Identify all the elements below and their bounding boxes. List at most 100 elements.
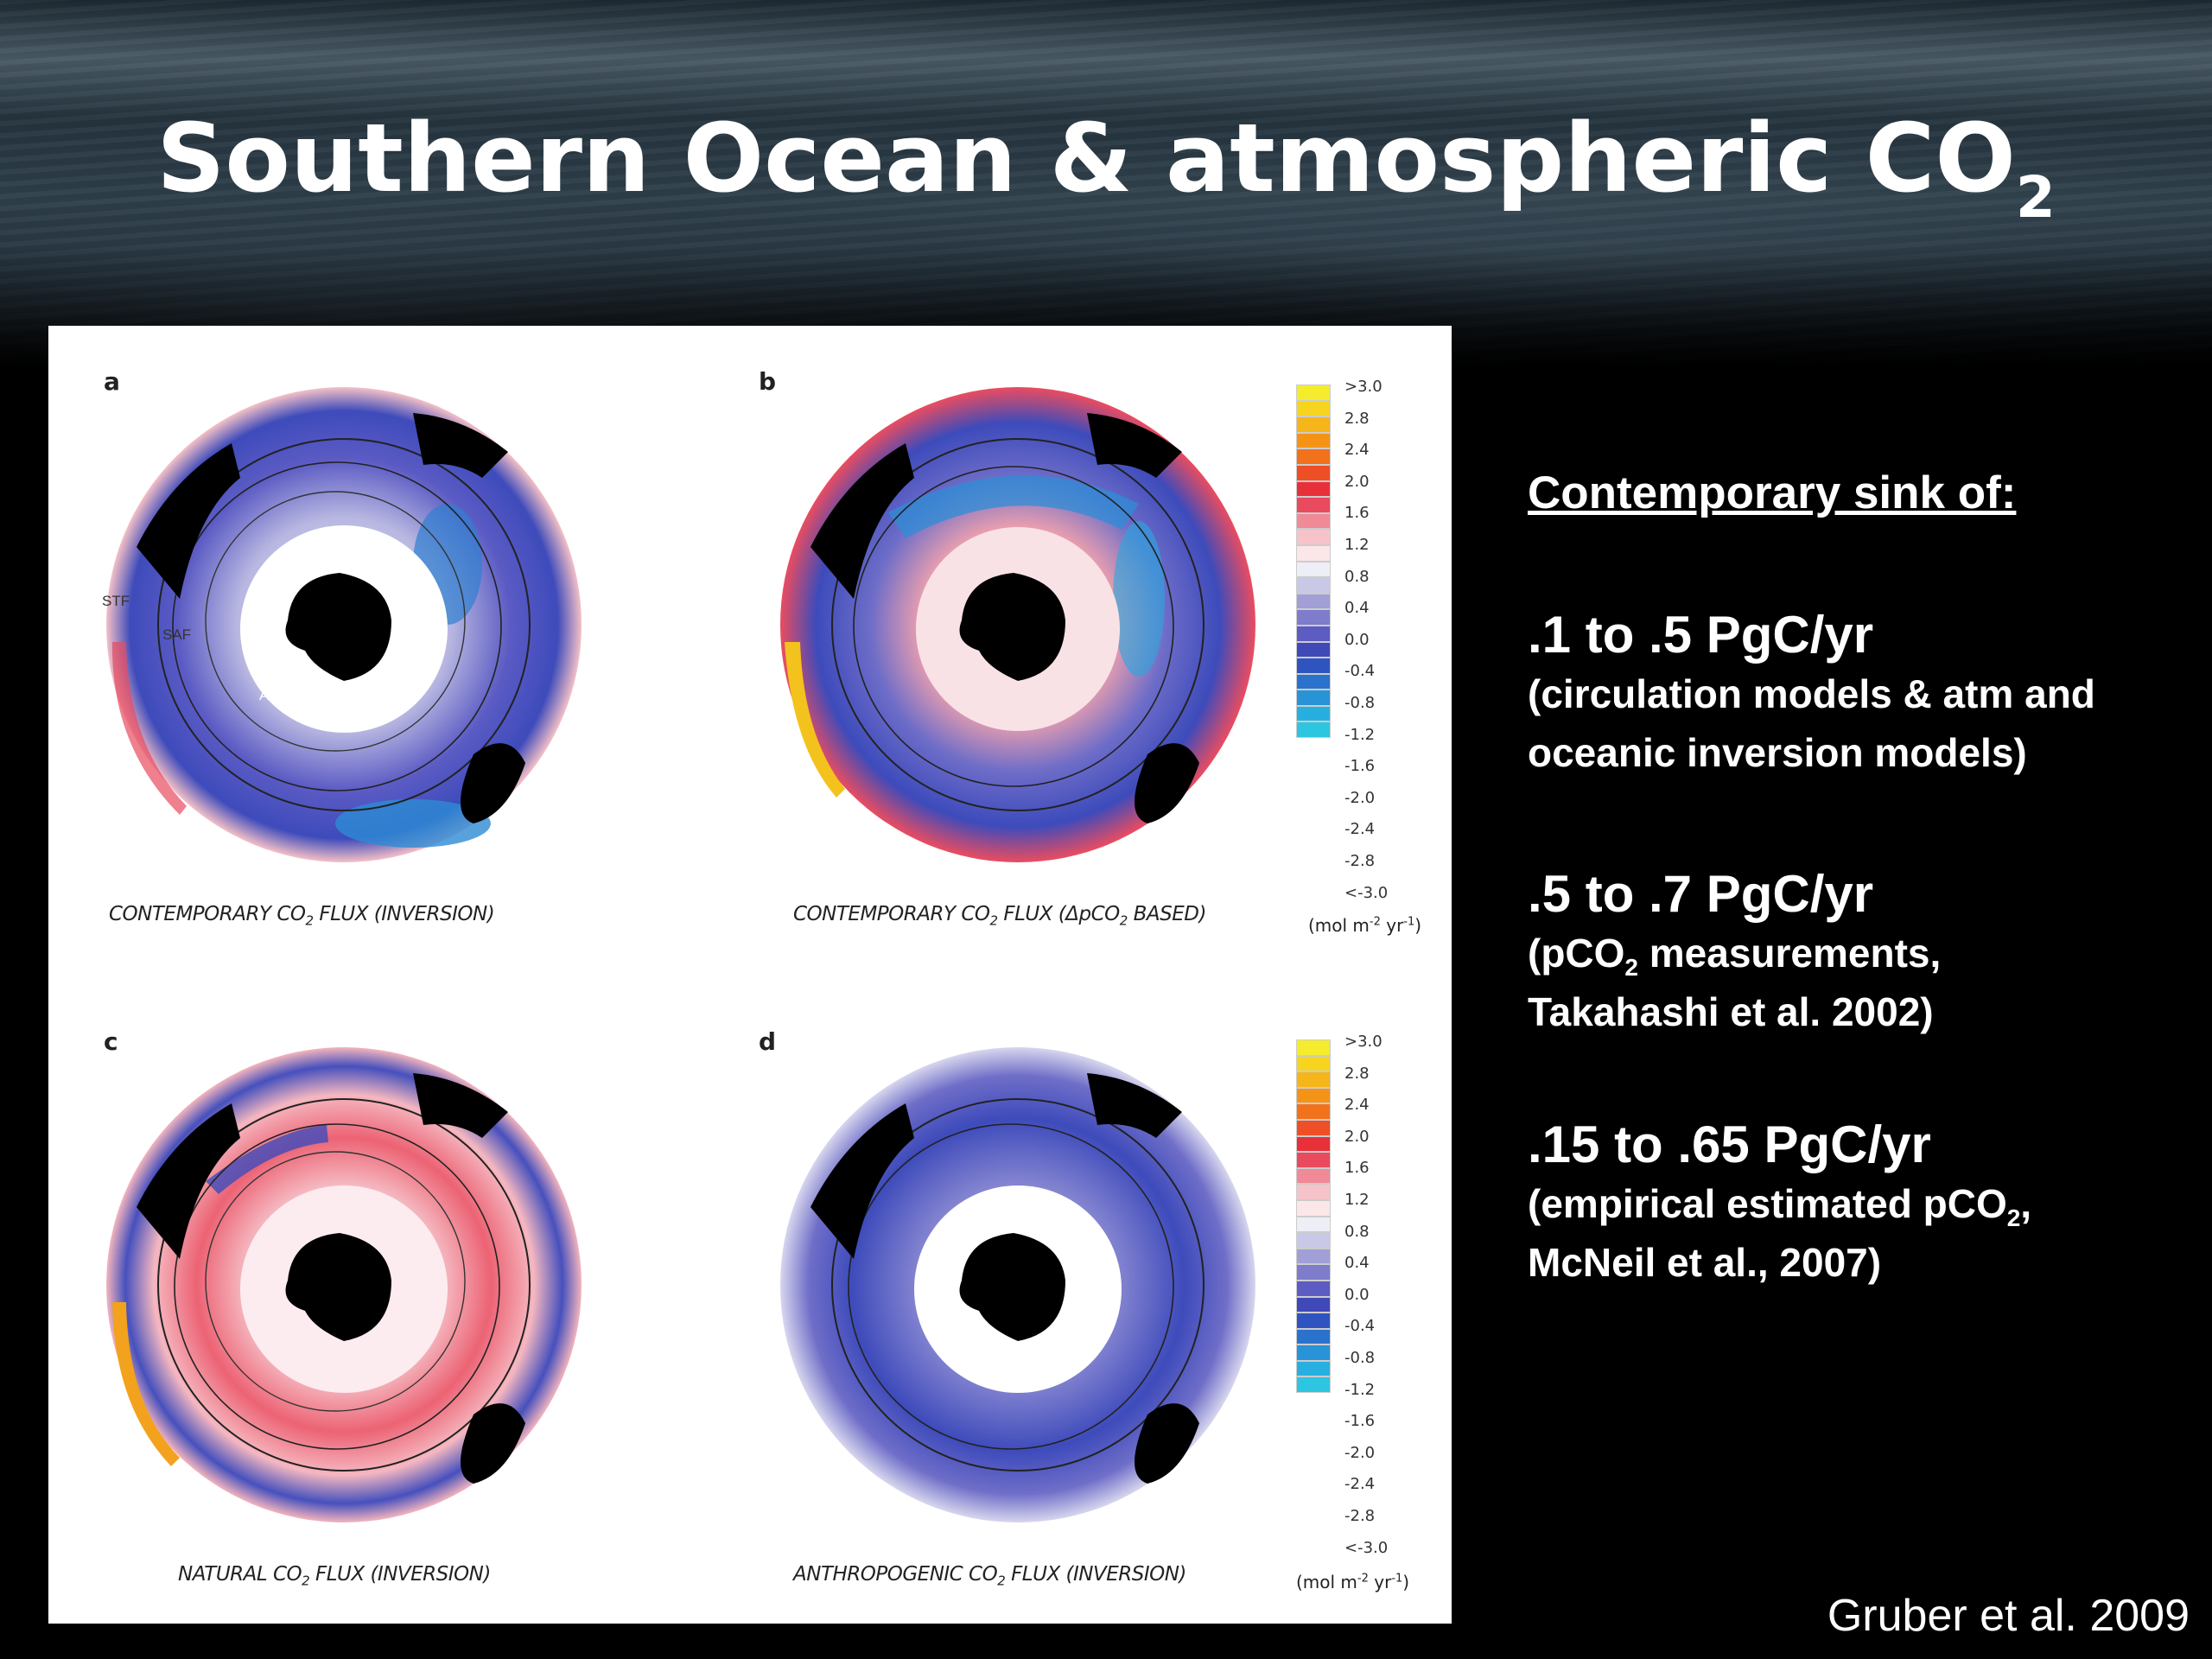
colorbar-tick-label: -0.8: [1344, 694, 1376, 712]
colorbar-tick-label: -2.8: [1344, 1507, 1376, 1525]
colorbar-swatch: [1296, 577, 1331, 594]
colorbar-swatch: [1296, 1167, 1331, 1185]
colorbar-tick-label: <-3.0: [1344, 883, 1389, 902]
sink-value-2: .5 to .7 PgC/yr: [1528, 865, 1874, 923]
colorbar-swatch: [1296, 561, 1331, 578]
colorbar-tick-label: -0.4: [1344, 662, 1376, 681]
colorbar-tick-label: 2.8: [1344, 1064, 1370, 1083]
colorbar-swatch: [1296, 1328, 1331, 1345]
colorbar-swatch: [1296, 1248, 1331, 1265]
colorbar-swatch: [1296, 416, 1331, 433]
sidebar-heading: Contemporary sink of:: [1528, 467, 2017, 518]
colorbar-swatch: [1296, 1264, 1331, 1281]
colorbar-swatch: [1296, 497, 1331, 513]
colorbar-tick-label: 2.0: [1344, 1127, 1370, 1146]
colorbar-tick-label: -2.8: [1344, 852, 1376, 870]
colorbar-swatch: [1296, 1313, 1331, 1329]
colorbar-swatch: [1296, 529, 1331, 545]
colorbar-swatch: [1296, 1087, 1331, 1104]
colorbar-tick-label: 2.4: [1344, 1096, 1370, 1115]
front-label-stf: STF: [102, 593, 130, 609]
sink-value-1: .1 to .5 PgC/yr: [1528, 606, 1874, 664]
colorbar-tick-label: -2.0: [1344, 1443, 1376, 1462]
sink-value-3: .15 to .65 PgC/yr: [1528, 1116, 1931, 1173]
colorbar-tick-label: 1.2: [1344, 536, 1370, 554]
sink-note-2b: Takahashi et al. 2002): [1528, 989, 1934, 1034]
colorbar-swatch: [1296, 1152, 1331, 1168]
colorbar-tick-label: 0.4: [1344, 1254, 1370, 1273]
sink-note-3b: McNeil et al., 2007): [1528, 1240, 1882, 1285]
slide-title: Southern Ocean & atmospheric CO2: [156, 103, 2056, 231]
colorbar-unit-top: (mol m-2 yr-1): [1308, 915, 1422, 936]
panel-label-a: a: [104, 367, 120, 396]
sink-note-1a: (circulation models & atm and: [1528, 671, 2095, 716]
colorbar-tick-label: 2.0: [1344, 472, 1370, 491]
colorbar-tick-label: <-3.0: [1344, 1538, 1389, 1557]
caption-c: NATURAL CO2 FLUX (INVERSION): [178, 1563, 491, 1589]
colorbar-swatch: [1296, 1119, 1331, 1136]
colorbar-tick-label: 0.0: [1344, 1285, 1370, 1304]
colorbar-swatch: [1296, 721, 1331, 739]
sink-estimate-3: .15 to .65 PgC/yr (empirical estimated p…: [1528, 1115, 2031, 1292]
panel-label-b: b: [759, 367, 777, 396]
colorbar-tick-label: 0.0: [1344, 630, 1370, 649]
colorbar-tick-label: 0.4: [1344, 599, 1370, 618]
colorbar-tick-label: >3.0: [1344, 378, 1382, 396]
sink-estimate-1: .1 to .5 PgC/yr (circulation models & at…: [1528, 605, 2095, 782]
colorbar-swatch: [1296, 1071, 1331, 1088]
colorbar-swatch: [1296, 673, 1331, 690]
map-contemporary-pco2: [780, 387, 1255, 862]
colorbar-tick-label: >3.0: [1344, 1033, 1382, 1051]
colorbar-tick-label: -1.6: [1344, 757, 1376, 776]
colorbar-tick-label: -1.2: [1344, 725, 1376, 744]
colorbar-swatch: [1296, 1232, 1331, 1249]
colorbar-tick-label: -2.4: [1344, 1475, 1376, 1494]
colorbar-swatch: [1296, 690, 1331, 706]
colorbar-swatch: [1296, 1280, 1331, 1297]
colorbar-tick-label: -0.4: [1344, 1317, 1376, 1336]
ocean-header-image: [0, 0, 2212, 367]
colorbar-swatch: [1296, 432, 1331, 449]
colorbar-swatch: [1296, 593, 1331, 610]
colorbar-unit-bottom: (mol m-2 yr-1): [1296, 1572, 1410, 1592]
colorbar-swatch: [1296, 1135, 1331, 1153]
front-label-apf: APF: [259, 687, 288, 703]
colorbar-tick-label: -0.8: [1344, 1349, 1376, 1367]
colorbar-swatch: [1296, 464, 1331, 481]
colorbar-tick-label: 1.2: [1344, 1191, 1370, 1209]
colorbar-tick-label: 1.6: [1344, 504, 1370, 523]
colorbar-tick-label: 1.6: [1344, 1159, 1370, 1178]
colorbar-swatch: [1296, 1296, 1331, 1313]
sink-note-3a: (empirical estimated pCO2,: [1528, 1181, 2032, 1231]
colorbar-tick-label: -2.4: [1344, 820, 1376, 839]
colorbar-swatch: [1296, 1360, 1331, 1377]
colorbar-swatch: [1296, 658, 1331, 674]
citation: Gruber et al. 2009: [1827, 1591, 2190, 1641]
colorbar-tick-label: -1.6: [1344, 1412, 1376, 1431]
colorbar-swatch: [1296, 641, 1331, 658]
map-natural-flux: [106, 1047, 582, 1522]
front-label-saf: SAF: [162, 626, 191, 643]
colorbar-bottom: >3.0 2.8 2.4 2.0 1.6 1.2 0.8 0.4 0.0 -0.4 -0.8 -1.2…: [1296, 1034, 1388, 1555]
colorbar-tick-label: -1.2: [1344, 1380, 1376, 1399]
colorbar-swatch: [1296, 544, 1331, 562]
colorbar-swatch: [1296, 609, 1331, 626]
colorbar-swatch: [1296, 1039, 1331, 1056]
caption-d: ANTHROPOGENIC CO2 FLUX (INVERSION): [793, 1563, 1186, 1589]
colorbar-swatch: [1296, 1376, 1331, 1394]
caption-b: CONTEMPORARY CO2 FLUX (ΔpCO2 BASED): [793, 903, 1206, 929]
colorbar-swatch: [1296, 480, 1331, 498]
colorbar-tick-label: 0.8: [1344, 567, 1370, 586]
colorbar-swatch: [1296, 1344, 1331, 1361]
colorbar-tick-label: 0.8: [1344, 1222, 1370, 1241]
colorbar-swatch: [1296, 1216, 1331, 1233]
colorbar-tick-label: 2.4: [1344, 441, 1370, 460]
colorbar-swatch: [1296, 385, 1331, 401]
sink-estimate-2: .5 to .7 PgC/yr (pCO2 measurements, Taka…: [1528, 864, 1941, 1041]
colorbar-tick-label: -2.0: [1344, 788, 1376, 807]
sink-note-1b: oceanic inversion models): [1528, 730, 2027, 775]
sink-note-2a: (pCO2 measurements,: [1528, 931, 1942, 981]
figure-panel: a STF SAF APF CONTEMPORARY CO2 FLUX (INV…: [48, 326, 1452, 1624]
colorbar-swatch: [1296, 512, 1331, 530]
colorbar-swatch: [1296, 448, 1331, 465]
